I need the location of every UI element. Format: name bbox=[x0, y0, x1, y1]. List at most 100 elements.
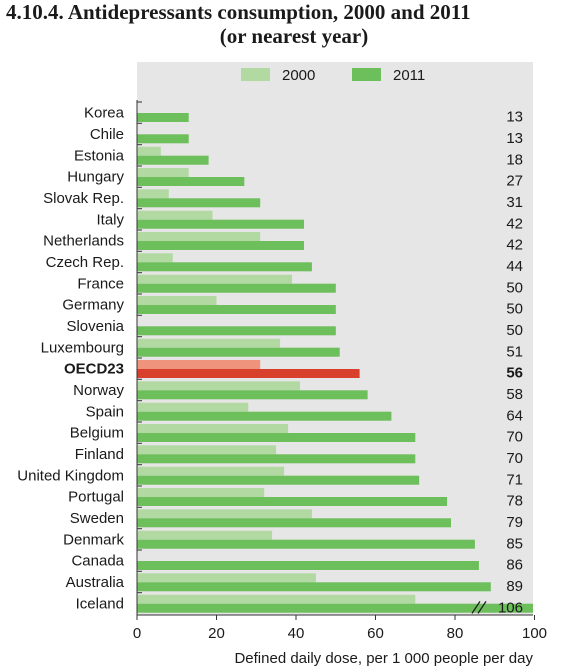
category-label-slovenia: Slovenia bbox=[66, 318, 124, 335]
value-label-hungary: 27 bbox=[506, 173, 523, 190]
bar-finland-2000 bbox=[137, 445, 277, 455]
bar-netherlands-2000 bbox=[137, 232, 261, 241]
bar-norway-2011 bbox=[137, 390, 368, 400]
category-label-korea: Korea bbox=[84, 105, 125, 122]
bar-sweden-2011 bbox=[137, 518, 451, 528]
value-label-portugal: 78 bbox=[506, 493, 523, 510]
category-label-netherlands: Netherlands bbox=[43, 233, 124, 250]
bar-luxembourg-2011 bbox=[137, 347, 340, 357]
value-label-czech-rep: 44 bbox=[506, 258, 523, 275]
value-label-denmark: 85 bbox=[506, 535, 523, 552]
value-labels: 13 13 18 27 31 42 42 44 50 50 50 51 56 58 64 70 70 71 78 79… bbox=[137, 101, 523, 616]
category-label-chile: Chile bbox=[90, 126, 124, 143]
bar-finland-2011 bbox=[137, 454, 416, 464]
bar-australia-2011 bbox=[137, 582, 491, 592]
value-label-chile: 13 bbox=[506, 130, 523, 147]
value-label-netherlands: 42 bbox=[506, 237, 523, 254]
value-label-canada: 86 bbox=[506, 557, 523, 574]
bars-group bbox=[137, 113, 533, 613]
bar-slovak-rep-2000 bbox=[137, 189, 169, 199]
legend-swatch-2011 bbox=[352, 68, 381, 81]
bar-korea-2011 bbox=[137, 113, 189, 122]
bar-oecd23-2000 bbox=[137, 360, 261, 369]
x-tick-label-80: 80 bbox=[447, 625, 464, 642]
bar-united-kingdom-2011 bbox=[137, 475, 420, 485]
value-label-slovenia: 50 bbox=[506, 322, 523, 339]
bar-united-kingdom-2000 bbox=[137, 466, 285, 476]
bar-denmark-2000 bbox=[137, 530, 273, 540]
bar-norway-2000 bbox=[137, 381, 300, 391]
value-label-oecd23: 56 bbox=[506, 365, 523, 382]
bar-italy-2000 bbox=[137, 210, 213, 220]
bar-estonia-2011 bbox=[137, 155, 209, 165]
bar-hungary-2011 bbox=[137, 177, 245, 186]
category-label-australia: Australia bbox=[66, 574, 125, 591]
bar-spain-2011 bbox=[137, 411, 392, 421]
bar-portugal-2011 bbox=[137, 497, 448, 506]
value-label-luxembourg: 51 bbox=[506, 343, 523, 360]
bar-germany-2011 bbox=[137, 305, 336, 314]
bar-czech-rep-2011 bbox=[137, 262, 312, 272]
x-tick-labels: 0 20 40 60 80 100 bbox=[133, 615, 547, 642]
category-label-hungary: Hungary bbox=[67, 169, 124, 186]
bar-chile-2011 bbox=[137, 134, 189, 144]
category-label-france: France bbox=[77, 275, 124, 292]
bar-france-2000 bbox=[137, 274, 292, 284]
bar-iceland-2011 bbox=[137, 603, 533, 613]
bar-belgium-2000 bbox=[137, 424, 289, 433]
category-label-czech-rep: Czech Rep. bbox=[46, 254, 124, 271]
bar-denmark-2011 bbox=[137, 539, 475, 549]
x-tick-label-20: 20 bbox=[208, 625, 225, 642]
bar-hungary-2000 bbox=[137, 168, 189, 177]
axis-break-mark bbox=[477, 600, 487, 614]
category-label-canada: Canada bbox=[71, 553, 124, 570]
axes-group bbox=[136, 100, 533, 616]
bar-oecd23-2011 bbox=[137, 369, 360, 378]
category-label-denmark: Denmark bbox=[63, 531, 124, 548]
bar-luxembourg-2000 bbox=[137, 338, 281, 348]
legend-swatch-2000 bbox=[241, 68, 270, 81]
value-label-norway: 58 bbox=[506, 386, 523, 403]
bar-netherlands-2011 bbox=[137, 241, 304, 250]
value-label-iceland: 106 bbox=[498, 599, 523, 616]
value-label-korea: 13 bbox=[506, 109, 523, 126]
chart-title-line-1: 4.10.4. Antidepressants consumption, 200… bbox=[6, 0, 471, 24]
category-label-germany: Germany bbox=[62, 297, 124, 314]
legend-label-2000: 2000 bbox=[282, 67, 315, 84]
category-label-sweden: Sweden bbox=[70, 510, 124, 527]
chart-title-line-2: (or nearest year) bbox=[219, 24, 369, 48]
x-tick-label-40: 40 bbox=[288, 625, 305, 642]
axis-break-mark bbox=[471, 600, 481, 614]
category-label-portugal: Portugal bbox=[68, 489, 124, 506]
chart-title: 4.10.4. Antidepressants consumption, 200… bbox=[0, 0, 588, 48]
x-tick-label-60: 60 bbox=[367, 625, 384, 642]
category-label-iceland: Iceland bbox=[76, 595, 124, 612]
value-label-germany: 50 bbox=[506, 301, 523, 318]
category-label-luxembourg: Luxembourg bbox=[41, 339, 124, 356]
category-label-norway: Norway bbox=[73, 382, 124, 399]
value-label-france: 50 bbox=[506, 279, 523, 296]
bar-germany-2000 bbox=[137, 296, 217, 305]
bar-slovak-rep-2011 bbox=[137, 198, 261, 208]
bar-belgium-2011 bbox=[137, 433, 416, 442]
value-label-belgium: 70 bbox=[506, 429, 523, 446]
value-label-spain: 64 bbox=[506, 407, 523, 424]
category-label-slovak-rep: Slovak Rep. bbox=[43, 190, 124, 207]
bar-slovenia-2011 bbox=[137, 326, 336, 336]
x-axis-title: Defined daily dose, per 1 000 people per… bbox=[234, 650, 533, 667]
legend-label-2011: 2011 bbox=[393, 67, 425, 84]
value-label-estonia: 18 bbox=[506, 151, 523, 168]
value-label-australia: 89 bbox=[506, 578, 523, 595]
category-label-spain: Spain bbox=[86, 403, 124, 420]
legend: 2000 2011 bbox=[241, 67, 425, 84]
category-label-italy: Italy bbox=[96, 211, 124, 228]
value-label-sweden: 79 bbox=[506, 514, 523, 531]
category-label-estonia: Estonia bbox=[74, 147, 125, 164]
category-label-belgium: Belgium bbox=[70, 425, 124, 442]
bar-canada-2011 bbox=[137, 561, 479, 570]
value-label-united-kingdom: 71 bbox=[506, 471, 523, 488]
category-labels: Korea Chile Estonia Hungary Slovak Rep. Italy… bbox=[17, 105, 124, 613]
bar-iceland-2000 bbox=[137, 594, 416, 604]
bar-spain-2000 bbox=[137, 402, 249, 412]
